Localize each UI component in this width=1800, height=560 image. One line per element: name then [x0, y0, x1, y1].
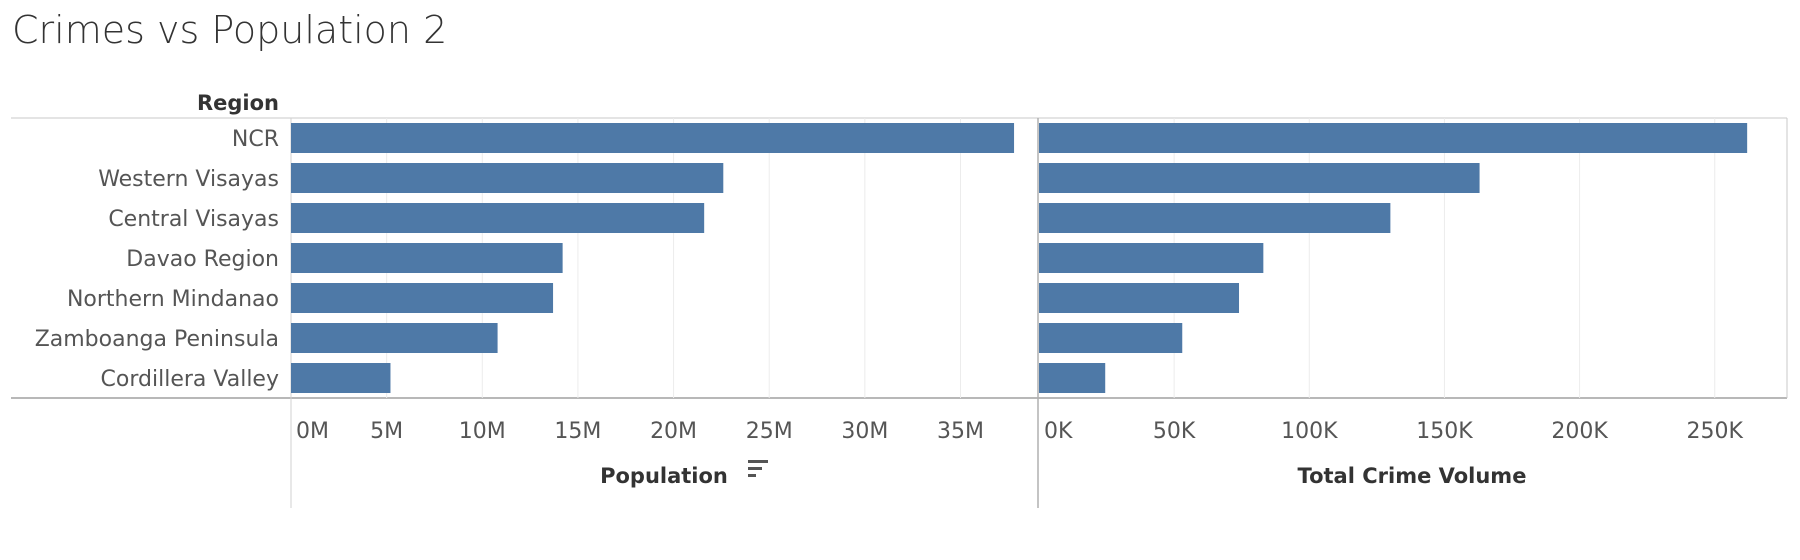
bar — [1039, 203, 1391, 233]
category-label: NCR — [232, 127, 279, 152]
bar — [291, 243, 563, 273]
category-label: Central Visayas — [108, 207, 279, 232]
bar — [1039, 243, 1264, 273]
sort-icon-bar — [748, 474, 756, 477]
tick-label: 10M — [459, 419, 506, 444]
tick-label: 15M — [554, 419, 601, 444]
tick-label: 0K — [1044, 419, 1073, 444]
bar — [291, 323, 498, 353]
tick-label: 250K — [1687, 419, 1744, 444]
tick-label: 25M — [746, 419, 793, 444]
axis-title: Total Crime Volume — [1298, 464, 1527, 488]
bar — [1039, 163, 1480, 193]
bar — [291, 363, 391, 393]
tick-label: 100K — [1281, 419, 1338, 444]
sort-icon-bar — [748, 467, 762, 470]
row-header: Region — [197, 91, 279, 115]
chart-title: Crimes vs Population 2 — [12, 8, 448, 52]
category-label: Western Visayas — [98, 167, 279, 192]
axis-title: Population — [600, 464, 728, 488]
tick-label: 150K — [1416, 419, 1473, 444]
tick-label: 5M — [370, 419, 403, 444]
bar — [1039, 283, 1240, 313]
bar — [1039, 323, 1183, 353]
sort-icon-bar — [748, 460, 768, 463]
bar — [291, 163, 724, 193]
tick-label: 30M — [841, 419, 888, 444]
category-label: Zamboanga Peninsula — [35, 327, 279, 352]
bar — [1039, 123, 1748, 153]
category-label: Davao Region — [126, 247, 279, 272]
tick-label: 35M — [937, 419, 984, 444]
tick-label: 200K — [1551, 419, 1608, 444]
category-label: Cordillera Valley — [101, 367, 279, 392]
bar — [291, 203, 705, 233]
bar — [291, 283, 554, 313]
sort-descending-icon[interactable] — [748, 460, 768, 477]
tick-label: 20M — [650, 419, 697, 444]
tick-label: 50K — [1153, 419, 1196, 444]
bar — [1039, 363, 1106, 393]
bar — [291, 123, 1015, 153]
category-label: Northern Mindanao — [67, 287, 279, 312]
tick-label: 0M — [296, 419, 329, 444]
